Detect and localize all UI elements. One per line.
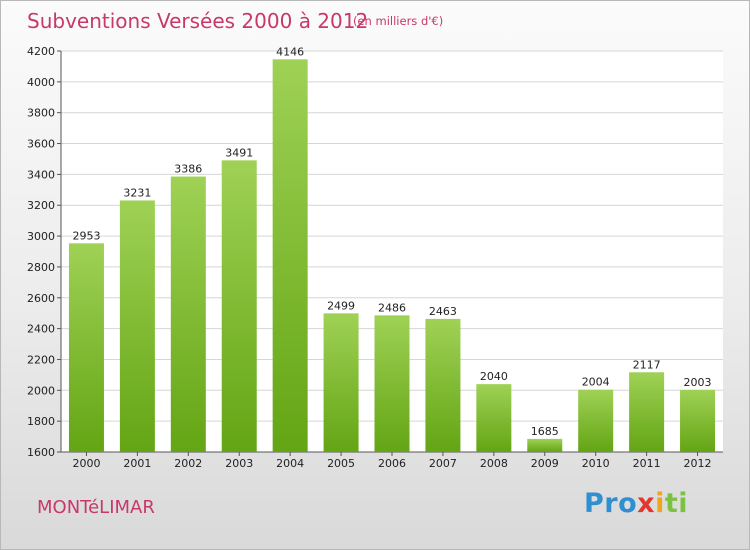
x-tick-label: 2012 [684,457,712,470]
data-label: 2117 [633,358,661,371]
data-label: 4146 [276,45,304,58]
logo-part: ti [664,488,689,519]
y-tick-label: 3400 [27,168,55,181]
data-label: 3231 [123,186,151,199]
bar [578,389,614,452]
city-name: MONTéLIMAR [37,497,155,518]
data-label: 2040 [480,370,508,383]
y-tick-label: 3600 [27,138,55,151]
y-tick-label: 2000 [27,384,55,397]
bar [170,176,206,453]
y-tick-label: 2200 [27,353,55,366]
bar [323,313,359,452]
x-tick-label: 2006 [378,457,406,470]
proxiti-logo: Proxiti [584,488,688,519]
y-tick-label: 2600 [27,292,55,305]
data-label: 3386 [174,163,202,176]
data-label: 3491 [225,146,253,159]
x-tick-label: 2009 [531,457,559,470]
bar [629,372,665,452]
bar [374,315,410,452]
y-tick-label: 2800 [27,261,55,274]
bar [221,160,257,452]
x-tick-label: 2010 [582,457,610,470]
y-tick-label: 1800 [27,415,55,428]
x-tick-label: 2011 [633,457,661,470]
chart-subtitle: (en milliers d'€) [353,14,444,28]
x-tick-label: 2002 [174,457,202,470]
bar [68,243,104,452]
bar [272,59,308,452]
logo-part: i [655,488,665,519]
data-label: 1685 [531,425,559,438]
data-label: 2004 [582,376,610,389]
y-tick-label: 2400 [27,323,55,336]
data-label: 2486 [378,301,406,314]
y-tick-label: 3000 [27,230,55,243]
y-tick-label: 4200 [27,45,55,58]
bar [119,200,155,452]
logo-part: Pro [584,488,638,519]
x-tick-label: 2001 [123,457,151,470]
x-tick-label: 2003 [225,457,253,470]
y-tick-label: 4000 [27,76,55,89]
logo-part: x [637,488,656,519]
x-tick-label: 2000 [72,457,100,470]
x-tick-label: 2004 [276,457,304,470]
data-label: 2003 [684,376,712,389]
bar [425,318,461,452]
x-tick-label: 2005 [327,457,355,470]
y-tick-label: 1600 [27,446,55,459]
data-label: 2499 [327,299,355,312]
x-tick-label: 2007 [429,457,457,470]
chart-title: Subventions Versées 2000 à 2012 [27,9,369,33]
bar [527,438,563,452]
data-label: 2463 [429,305,457,318]
bar [476,384,512,452]
data-label: 2953 [72,229,100,242]
x-tick-label: 2008 [480,457,508,470]
bar [680,389,716,452]
y-tick-label: 3800 [27,107,55,120]
y-tick-label: 3200 [27,199,55,212]
